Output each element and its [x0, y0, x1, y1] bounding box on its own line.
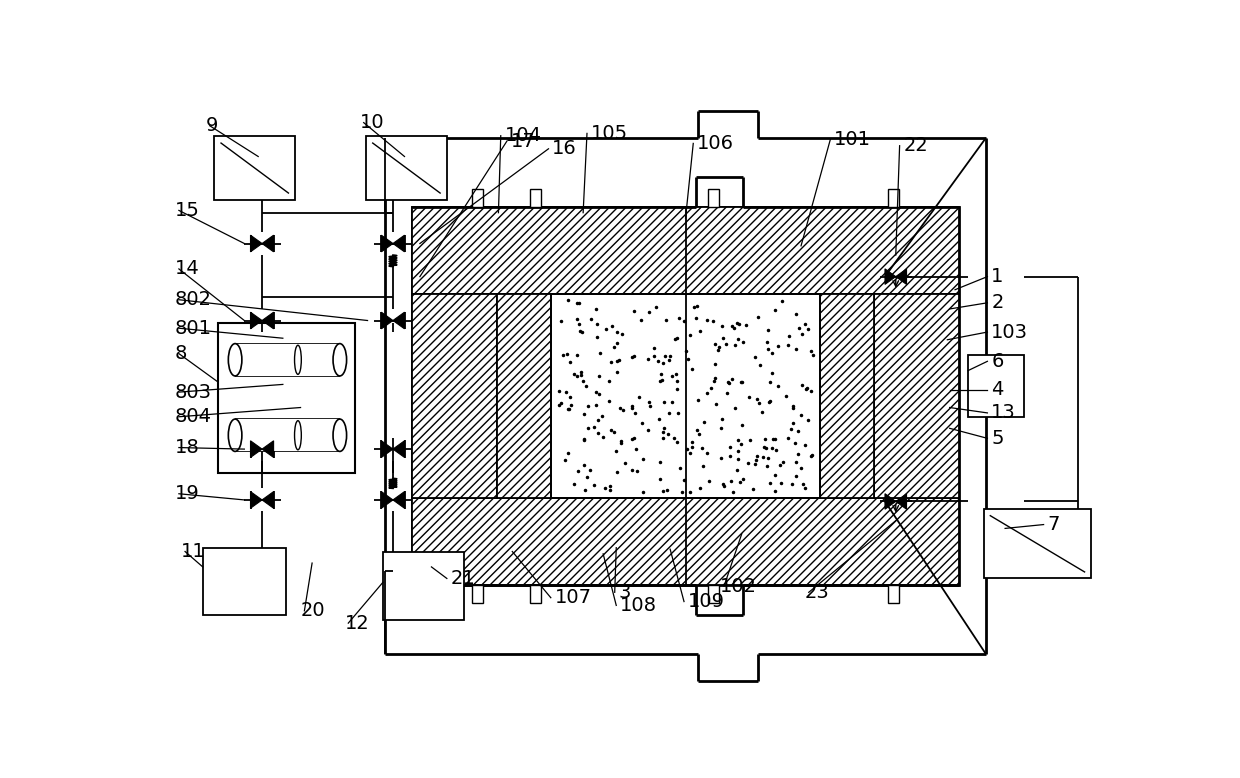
Bar: [708, 189, 719, 207]
Text: 802: 802: [175, 290, 212, 309]
Polygon shape: [895, 269, 906, 285]
Text: 102: 102: [720, 576, 758, 596]
Bar: [366, 136, 446, 200]
Text: 107: 107: [554, 588, 591, 607]
Text: 1: 1: [991, 267, 1003, 286]
Polygon shape: [262, 492, 274, 508]
Bar: [529, 189, 541, 207]
Polygon shape: [382, 235, 393, 252]
Polygon shape: [895, 494, 906, 510]
Text: 804: 804: [175, 407, 212, 426]
Bar: [874, 293, 959, 499]
Ellipse shape: [334, 419, 347, 451]
Text: 12: 12: [345, 614, 370, 633]
Polygon shape: [393, 441, 404, 457]
Bar: [983, 509, 1091, 579]
Text: 106: 106: [697, 134, 734, 153]
Text: 2: 2: [991, 293, 1003, 312]
Polygon shape: [382, 312, 393, 329]
Ellipse shape: [334, 344, 347, 376]
Text: 103: 103: [991, 323, 1028, 342]
Polygon shape: [382, 441, 393, 457]
Text: 108: 108: [620, 596, 657, 615]
Text: 22: 22: [904, 136, 929, 156]
Text: 4: 4: [991, 380, 1003, 399]
Text: 11: 11: [181, 542, 206, 561]
Polygon shape: [885, 269, 895, 285]
Bar: [821, 293, 874, 499]
Text: 10: 10: [360, 113, 384, 132]
Polygon shape: [262, 312, 274, 329]
Text: 105: 105: [590, 124, 627, 143]
Text: 20: 20: [300, 601, 325, 620]
Bar: [383, 552, 464, 620]
Text: 101: 101: [835, 130, 872, 149]
Ellipse shape: [228, 344, 242, 376]
Text: 15: 15: [175, 201, 200, 220]
Polygon shape: [885, 494, 895, 510]
Text: 8: 8: [175, 344, 187, 363]
Text: 109: 109: [688, 592, 725, 611]
Polygon shape: [393, 235, 404, 252]
Bar: [236, 344, 340, 376]
Text: 6: 6: [991, 352, 1003, 371]
Polygon shape: [250, 441, 262, 457]
Polygon shape: [250, 492, 262, 508]
Polygon shape: [250, 312, 262, 329]
Polygon shape: [393, 312, 404, 329]
Text: 23: 23: [805, 583, 830, 602]
Bar: [412, 499, 959, 584]
Bar: [218, 323, 355, 473]
Polygon shape: [262, 441, 274, 457]
Bar: [497, 293, 551, 499]
Text: 16: 16: [552, 139, 577, 158]
Text: 3: 3: [619, 583, 631, 602]
Text: 18: 18: [175, 438, 200, 457]
Ellipse shape: [295, 421, 301, 450]
Bar: [412, 207, 959, 584]
Text: 801: 801: [175, 319, 212, 338]
Bar: [215, 136, 295, 200]
Bar: [968, 356, 1023, 417]
Text: 104: 104: [505, 126, 542, 145]
Bar: [888, 584, 899, 603]
Text: 21: 21: [450, 569, 475, 588]
Bar: [551, 293, 821, 499]
Ellipse shape: [228, 419, 242, 451]
Text: 803: 803: [175, 383, 212, 401]
Bar: [472, 584, 484, 603]
Bar: [236, 419, 340, 451]
Bar: [412, 207, 959, 293]
Ellipse shape: [295, 345, 301, 374]
Polygon shape: [250, 235, 262, 252]
Bar: [708, 584, 719, 603]
Polygon shape: [262, 235, 274, 252]
Text: 7: 7: [1048, 515, 1060, 534]
Bar: [412, 293, 497, 499]
Bar: [203, 548, 286, 615]
Text: 9: 9: [206, 116, 218, 135]
Text: 14: 14: [175, 259, 200, 279]
Polygon shape: [382, 492, 393, 508]
Text: 13: 13: [991, 404, 1016, 422]
Bar: [529, 584, 541, 603]
Bar: [888, 189, 899, 207]
Text: 17: 17: [511, 131, 536, 151]
Text: 5: 5: [991, 429, 1003, 448]
Polygon shape: [393, 492, 404, 508]
Text: 19: 19: [175, 484, 200, 503]
Bar: [472, 189, 484, 207]
